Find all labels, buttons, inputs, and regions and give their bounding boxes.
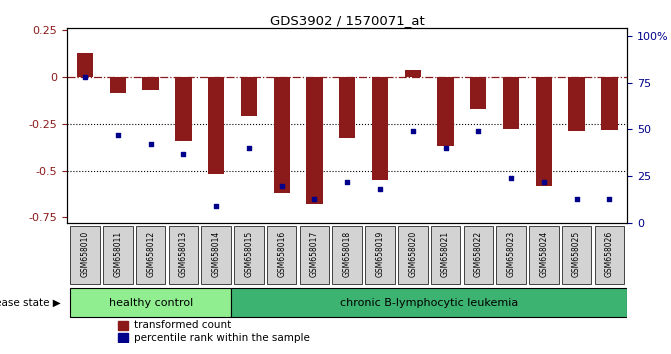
Point	[571, 196, 582, 201]
Text: GSM658024: GSM658024	[539, 231, 548, 277]
FancyBboxPatch shape	[70, 288, 231, 317]
Text: GSM658016: GSM658016	[277, 231, 287, 277]
Point	[146, 142, 156, 147]
Bar	[339, 77, 356, 138]
Point	[80, 74, 91, 80]
Bar	[568, 77, 585, 131]
FancyBboxPatch shape	[201, 225, 231, 284]
Point	[244, 145, 254, 151]
Bar	[117, 333, 127, 342]
Title: GDS3902 / 1570071_at: GDS3902 / 1570071_at	[270, 14, 425, 27]
FancyBboxPatch shape	[103, 225, 133, 284]
Text: GSM658017: GSM658017	[310, 231, 319, 277]
Text: disease state ▶: disease state ▶	[0, 298, 61, 308]
Point	[276, 183, 287, 188]
FancyBboxPatch shape	[70, 225, 100, 284]
Text: GSM658023: GSM658023	[507, 231, 515, 277]
Bar	[175, 77, 192, 141]
Text: GSM658013: GSM658013	[179, 231, 188, 277]
Bar	[117, 321, 127, 330]
FancyBboxPatch shape	[595, 225, 624, 284]
Point	[538, 179, 549, 185]
Bar	[437, 77, 454, 146]
Bar	[77, 53, 93, 77]
Text: GSM658018: GSM658018	[343, 231, 352, 277]
Point	[342, 179, 353, 185]
Bar	[372, 77, 389, 180]
Text: GSM658022: GSM658022	[474, 231, 483, 277]
FancyBboxPatch shape	[231, 288, 627, 317]
Text: healthy control: healthy control	[109, 298, 193, 308]
Bar	[208, 77, 224, 174]
Text: GSM658015: GSM658015	[244, 231, 254, 277]
Text: GSM658021: GSM658021	[441, 231, 450, 277]
FancyBboxPatch shape	[398, 225, 427, 284]
Text: GSM658025: GSM658025	[572, 231, 581, 277]
Point	[309, 196, 320, 201]
FancyBboxPatch shape	[464, 225, 493, 284]
FancyBboxPatch shape	[333, 225, 362, 284]
Point	[506, 175, 517, 181]
FancyBboxPatch shape	[365, 225, 395, 284]
FancyBboxPatch shape	[136, 225, 165, 284]
FancyBboxPatch shape	[168, 225, 198, 284]
Point	[374, 187, 385, 192]
Point	[178, 151, 189, 156]
Point	[604, 196, 615, 201]
Bar	[503, 77, 519, 130]
Bar	[601, 77, 617, 130]
Text: percentile rank within the sample: percentile rank within the sample	[134, 333, 310, 343]
FancyBboxPatch shape	[234, 225, 264, 284]
Text: GSM658011: GSM658011	[113, 231, 122, 277]
Bar	[470, 77, 486, 109]
Bar	[241, 77, 257, 116]
Text: chronic B-lymphocytic leukemia: chronic B-lymphocytic leukemia	[340, 298, 518, 308]
Point	[211, 203, 221, 209]
Text: GSM658010: GSM658010	[81, 231, 90, 277]
Text: GSM658019: GSM658019	[376, 231, 384, 277]
Point	[473, 129, 484, 134]
Text: GSM658014: GSM658014	[211, 231, 221, 277]
Bar	[109, 77, 126, 93]
Text: GSM658012: GSM658012	[146, 231, 155, 277]
FancyBboxPatch shape	[300, 225, 329, 284]
Point	[407, 129, 418, 134]
FancyBboxPatch shape	[529, 225, 558, 284]
Point	[113, 132, 123, 138]
Text: GSM658026: GSM658026	[605, 231, 614, 277]
Bar	[142, 77, 159, 90]
FancyBboxPatch shape	[497, 225, 526, 284]
FancyBboxPatch shape	[431, 225, 460, 284]
Text: GSM658020: GSM658020	[408, 231, 417, 277]
Bar	[274, 77, 290, 193]
Bar	[306, 77, 323, 204]
Text: transformed count: transformed count	[134, 320, 231, 330]
Bar	[535, 77, 552, 185]
FancyBboxPatch shape	[267, 225, 297, 284]
FancyBboxPatch shape	[562, 225, 591, 284]
Bar	[405, 69, 421, 77]
Point	[440, 145, 451, 151]
